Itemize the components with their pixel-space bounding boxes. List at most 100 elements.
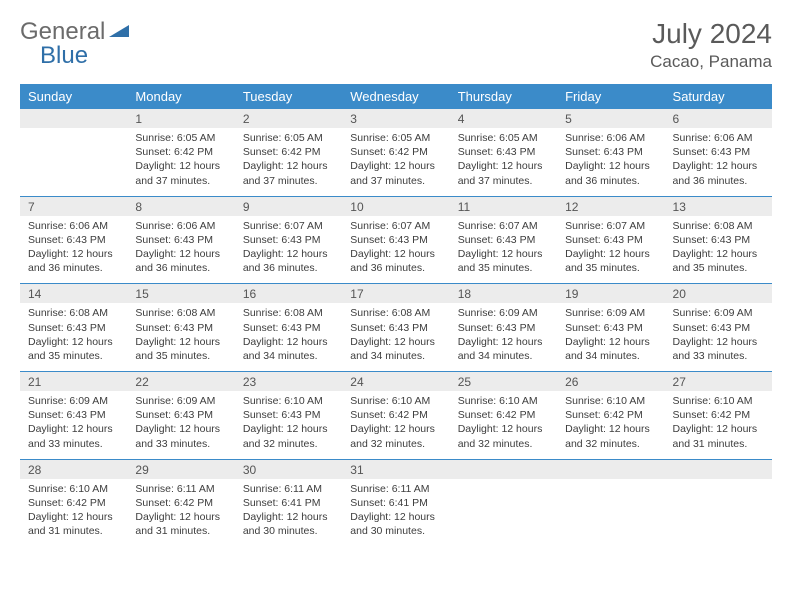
day-detail-cell: Sunrise: 6:08 AMSunset: 6:43 PMDaylight:… bbox=[20, 303, 127, 371]
daylight-text-1: Daylight: 12 hours bbox=[243, 510, 334, 524]
sunrise-text: Sunrise: 6:11 AM bbox=[243, 482, 334, 496]
daylight-text-2: and 35 minutes. bbox=[673, 261, 764, 275]
sunrise-text: Sunrise: 6:07 AM bbox=[350, 219, 441, 233]
sunrise-text: Sunrise: 6:05 AM bbox=[350, 131, 441, 145]
sunset-text: Sunset: 6:42 PM bbox=[243, 145, 334, 159]
sunrise-text: Sunrise: 6:09 AM bbox=[673, 306, 764, 320]
day-number-cell: 13 bbox=[665, 196, 772, 216]
sunset-text: Sunset: 6:43 PM bbox=[28, 321, 119, 335]
day-number-cell: 24 bbox=[342, 372, 449, 392]
day-number-cell: 12 bbox=[557, 196, 664, 216]
day-detail-row: Sunrise: 6:08 AMSunset: 6:43 PMDaylight:… bbox=[20, 303, 772, 371]
day-detail-row: Sunrise: 6:10 AMSunset: 6:42 PMDaylight:… bbox=[20, 479, 772, 547]
daylight-text-2: and 34 minutes. bbox=[243, 349, 334, 363]
day-number-cell: 9 bbox=[235, 196, 342, 216]
daylight-text-1: Daylight: 12 hours bbox=[28, 510, 119, 524]
sunrise-text: Sunrise: 6:07 AM bbox=[243, 219, 334, 233]
sunrise-text: Sunrise: 6:10 AM bbox=[243, 394, 334, 408]
day-number-cell: 2 bbox=[235, 109, 342, 128]
day-detail-cell: Sunrise: 6:05 AMSunset: 6:42 PMDaylight:… bbox=[235, 128, 342, 196]
daylight-text-2: and 36 minutes. bbox=[243, 261, 334, 275]
sunrise-text: Sunrise: 6:09 AM bbox=[565, 306, 656, 320]
daylight-text-1: Daylight: 12 hours bbox=[458, 422, 549, 436]
day-detail-cell bbox=[665, 479, 772, 547]
daylight-text-2: and 34 minutes. bbox=[458, 349, 549, 363]
daylight-text-2: and 35 minutes. bbox=[458, 261, 549, 275]
dow-monday: Monday bbox=[127, 84, 234, 109]
day-detail-cell: Sunrise: 6:07 AMSunset: 6:43 PMDaylight:… bbox=[342, 216, 449, 284]
day-number-cell: 31 bbox=[342, 459, 449, 479]
day-number-cell: 7 bbox=[20, 196, 127, 216]
dow-tuesday: Tuesday bbox=[235, 84, 342, 109]
sunrise-text: Sunrise: 6:10 AM bbox=[28, 482, 119, 496]
sunrise-text: Sunrise: 6:10 AM bbox=[350, 394, 441, 408]
day-detail-cell: Sunrise: 6:06 AMSunset: 6:43 PMDaylight:… bbox=[557, 128, 664, 196]
title-block: July 2024 Cacao, Panama bbox=[650, 18, 772, 72]
day-detail-cell: Sunrise: 6:09 AMSunset: 6:43 PMDaylight:… bbox=[20, 391, 127, 459]
day-number-cell: 30 bbox=[235, 459, 342, 479]
day-number-cell: 27 bbox=[665, 372, 772, 392]
day-number-cell bbox=[20, 109, 127, 128]
day-number-cell: 17 bbox=[342, 284, 449, 304]
sunset-text: Sunset: 6:43 PM bbox=[350, 233, 441, 247]
day-detail-cell: Sunrise: 6:10 AMSunset: 6:42 PMDaylight:… bbox=[557, 391, 664, 459]
daylight-text-1: Daylight: 12 hours bbox=[350, 422, 441, 436]
day-detail-cell: Sunrise: 6:06 AMSunset: 6:43 PMDaylight:… bbox=[127, 216, 234, 284]
sunrise-text: Sunrise: 6:07 AM bbox=[565, 219, 656, 233]
daylight-text-2: and 32 minutes. bbox=[458, 437, 549, 451]
day-detail-cell: Sunrise: 6:08 AMSunset: 6:43 PMDaylight:… bbox=[665, 216, 772, 284]
day-number-cell: 10 bbox=[342, 196, 449, 216]
daylight-text-1: Daylight: 12 hours bbox=[673, 247, 764, 261]
sunset-text: Sunset: 6:43 PM bbox=[350, 321, 441, 335]
daylight-text-1: Daylight: 12 hours bbox=[565, 247, 656, 261]
day-detail-cell: Sunrise: 6:07 AMSunset: 6:43 PMDaylight:… bbox=[557, 216, 664, 284]
daylight-text-1: Daylight: 12 hours bbox=[135, 510, 226, 524]
day-detail-cell: Sunrise: 6:05 AMSunset: 6:43 PMDaylight:… bbox=[450, 128, 557, 196]
sunrise-text: Sunrise: 6:11 AM bbox=[350, 482, 441, 496]
sunrise-text: Sunrise: 6:11 AM bbox=[135, 482, 226, 496]
sunset-text: Sunset: 6:43 PM bbox=[565, 233, 656, 247]
day-detail-cell: Sunrise: 6:10 AMSunset: 6:42 PMDaylight:… bbox=[450, 391, 557, 459]
daylight-text-2: and 36 minutes. bbox=[28, 261, 119, 275]
daylight-text-1: Daylight: 12 hours bbox=[350, 159, 441, 173]
daylight-text-1: Daylight: 12 hours bbox=[135, 247, 226, 261]
sunset-text: Sunset: 6:43 PM bbox=[458, 321, 549, 335]
daylight-text-2: and 36 minutes. bbox=[135, 261, 226, 275]
day-number-cell bbox=[450, 459, 557, 479]
daylight-text-2: and 36 minutes. bbox=[565, 174, 656, 188]
daylight-text-2: and 32 minutes. bbox=[350, 437, 441, 451]
daylight-text-2: and 33 minutes. bbox=[135, 437, 226, 451]
day-detail-cell: Sunrise: 6:08 AMSunset: 6:43 PMDaylight:… bbox=[127, 303, 234, 371]
sunrise-text: Sunrise: 6:09 AM bbox=[28, 394, 119, 408]
sunset-text: Sunset: 6:41 PM bbox=[350, 496, 441, 510]
daylight-text-1: Daylight: 12 hours bbox=[565, 335, 656, 349]
daylight-text-2: and 35 minutes. bbox=[28, 349, 119, 363]
day-detail-cell bbox=[450, 479, 557, 547]
day-detail-cell: Sunrise: 6:09 AMSunset: 6:43 PMDaylight:… bbox=[557, 303, 664, 371]
daylight-text-2: and 33 minutes. bbox=[28, 437, 119, 451]
dow-sunday: Sunday bbox=[20, 84, 127, 109]
daylight-text-1: Daylight: 12 hours bbox=[673, 422, 764, 436]
sunset-text: Sunset: 6:43 PM bbox=[243, 321, 334, 335]
day-number-cell: 18 bbox=[450, 284, 557, 304]
day-detail-cell: Sunrise: 6:05 AMSunset: 6:42 PMDaylight:… bbox=[127, 128, 234, 196]
daylight-text-2: and 35 minutes. bbox=[565, 261, 656, 275]
daylight-text-1: Daylight: 12 hours bbox=[458, 159, 549, 173]
daylight-text-1: Daylight: 12 hours bbox=[458, 247, 549, 261]
dow-wednesday: Wednesday bbox=[342, 84, 449, 109]
dow-saturday: Saturday bbox=[665, 84, 772, 109]
daylight-text-1: Daylight: 12 hours bbox=[565, 422, 656, 436]
day-of-week-row: Sunday Monday Tuesday Wednesday Thursday… bbox=[20, 84, 772, 109]
sunset-text: Sunset: 6:43 PM bbox=[135, 408, 226, 422]
sunset-text: Sunset: 6:43 PM bbox=[673, 321, 764, 335]
day-detail-cell: Sunrise: 6:10 AMSunset: 6:42 PMDaylight:… bbox=[20, 479, 127, 547]
day-number-cell: 1 bbox=[127, 109, 234, 128]
daylight-text-2: and 30 minutes. bbox=[350, 524, 441, 538]
daylight-text-2: and 37 minutes. bbox=[350, 174, 441, 188]
sunset-text: Sunset: 6:43 PM bbox=[28, 408, 119, 422]
day-number-cell: 28 bbox=[20, 459, 127, 479]
day-detail-cell: Sunrise: 6:09 AMSunset: 6:43 PMDaylight:… bbox=[450, 303, 557, 371]
daylight-text-1: Daylight: 12 hours bbox=[350, 247, 441, 261]
sunrise-text: Sunrise: 6:09 AM bbox=[458, 306, 549, 320]
day-detail-cell bbox=[557, 479, 664, 547]
